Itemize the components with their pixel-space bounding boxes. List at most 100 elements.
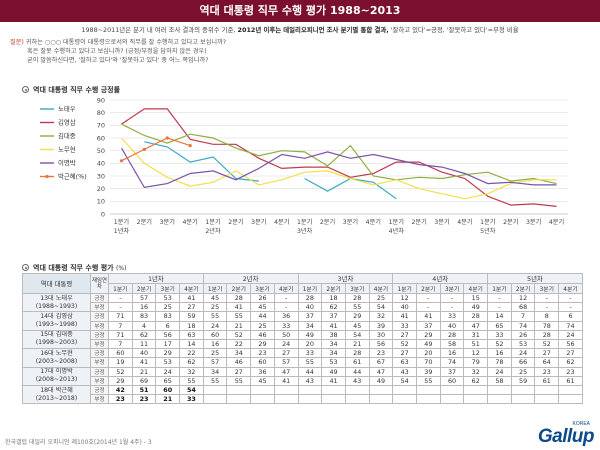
x-year-label: 4년차 <box>389 227 405 235</box>
negative-value: 62 <box>463 375 489 386</box>
positive-value: 22 <box>179 348 204 359</box>
table-row: 부정 7 11 17 14 16 22 29 24 20 34 21 56 52 49 58 51 52 53 52 5… <box>23 338 583 350</box>
positive-value: 51 <box>131 384 157 396</box>
president-cell: 16대 노무현 (2003~2008) <box>22 348 91 368</box>
header-quarter: 1분기 <box>108 283 133 294</box>
positive-value: 24 <box>510 348 536 359</box>
negative-value <box>226 394 252 405</box>
negative-value: 16 <box>202 338 228 350</box>
header-quarter: 3분기 <box>439 283 465 294</box>
negative-value: 53 <box>321 357 346 368</box>
positive-value: 36 <box>250 366 275 377</box>
negative-value: 52 <box>392 338 417 350</box>
positive-value: - <box>558 292 583 304</box>
president-term: (2003~2008) <box>35 357 78 365</box>
y-tick-label: 70 <box>97 122 105 130</box>
negative-value: 7 <box>108 338 133 350</box>
negative-value: 57 <box>202 357 228 368</box>
negative-value: 4 <box>131 320 157 331</box>
table-row: 18대 박근혜 (2013~2018) 긍정 42 51 60 54 <box>22 384 583 405</box>
positive-value <box>321 384 346 396</box>
series-line <box>121 108 557 207</box>
page-title: 역대 대통령 직무 수행 평가 1988~2013 <box>0 0 600 22</box>
negative-value: 58 <box>487 375 512 386</box>
negative-value: 11 <box>131 338 157 350</box>
positive-value: 34 <box>321 348 346 359</box>
negative-label: 부정 <box>90 302 109 313</box>
chart-section-title: 역대 대통령 직무 수행 긍정률 <box>22 85 120 95</box>
negative-value: 21 <box>155 394 181 405</box>
negative-value: 63 <box>392 357 417 368</box>
positive-value <box>439 384 465 396</box>
positive-value: 27 <box>392 348 417 359</box>
president-cell: 18대 박근혜 (2013~2018) <box>22 384 91 405</box>
negative-value <box>487 394 512 405</box>
positive-value: 54 <box>179 384 204 396</box>
positive-value: 16 <box>487 348 512 359</box>
negative-value: 41 <box>273 375 299 386</box>
positive-value: 33 <box>487 329 512 340</box>
header-year: 4년차 <box>392 273 489 284</box>
series-line <box>144 142 511 199</box>
negative-value: 65 <box>487 320 512 331</box>
x-tick-label: 4분기 <box>182 218 197 226</box>
table-row: 17대 이명박 (2008~2013) 긍정 52 21 24 32 34 27 36 47 44 49… <box>22 366 583 386</box>
negative-value: 53 <box>510 338 536 350</box>
positive-value: 23 <box>368 348 394 359</box>
negative-value: 34 <box>321 338 346 350</box>
positive-value: 24 <box>487 366 512 377</box>
legend-label: 김영삼 <box>58 118 76 127</box>
negative-value: 61 <box>558 375 583 386</box>
header-quarter: 1분기 <box>392 283 417 294</box>
positive-value: 47 <box>273 366 299 377</box>
positive-value: 28 <box>344 292 370 304</box>
positive-value <box>344 384 370 396</box>
negative-value: 6 <box>155 320 181 331</box>
negative-value: 60 <box>250 357 275 368</box>
negative-value: 33 <box>273 320 299 331</box>
president-name: 13대 노태우 <box>40 294 73 302</box>
legend-label: 이명박 <box>58 158 76 167</box>
negative-value: 54 <box>392 375 417 386</box>
president-cell: 13대 노태우 (1988~1993) <box>22 292 91 313</box>
positive-value: 60 <box>155 384 181 396</box>
negative-value: 61 <box>344 357 370 368</box>
positive-value: 54 <box>344 329 370 340</box>
negative-value: 34 <box>297 320 323 331</box>
positive-value: 28 <box>297 292 323 304</box>
positive-value: 29 <box>344 311 370 322</box>
positive-value: 29 <box>415 329 441 340</box>
negative-label: 부정 <box>90 375 109 386</box>
legend-label: 박근혜(%) <box>58 172 87 181</box>
header-quarter: 1분기 <box>202 283 228 294</box>
negative-value: 55 <box>344 302 370 313</box>
negative-label: 부정 <box>90 357 109 368</box>
positive-value: 50 <box>273 329 299 340</box>
positive-value: 37 <box>321 311 346 322</box>
x-tick-label: 1분기 <box>480 218 495 226</box>
positive-value: 55 <box>226 311 252 322</box>
positive-value: 32 <box>368 311 394 322</box>
positive-value: 6 <box>558 311 583 322</box>
positive-value: 8 <box>534 311 560 322</box>
negative-value: 41 <box>321 375 346 386</box>
positive-value: 27 <box>534 348 560 359</box>
positive-value: 16 <box>439 348 465 359</box>
positive-value: 53 <box>155 292 181 304</box>
positive-value: 25 <box>510 366 536 377</box>
negative-value <box>392 394 417 405</box>
series-line <box>121 137 557 200</box>
positive-label: 긍정 <box>90 329 109 340</box>
positive-value: 55 <box>202 311 228 322</box>
question-line2: 혹은 잘못 수행하고 있다고 보십니까? (긍정/부정을 답하지 않은 경우) <box>27 48 207 55</box>
negative-value: - <box>439 302 465 313</box>
approval-line-chart: 0 10 20 30 40 50 60 70 80 90 1분기 2분기 3분기 4분기 1분기 2분기 3분기… <box>40 96 568 235</box>
negative-value: 49 <box>368 375 394 386</box>
negative-value: 27 <box>179 302 204 313</box>
negative-value: 78 <box>534 320 560 331</box>
negative-value: 19 <box>108 357 133 368</box>
negative-value <box>439 394 465 405</box>
y-tick-label: 10 <box>97 198 105 206</box>
positive-value: 38 <box>321 329 346 340</box>
positive-label: 긍정 <box>90 311 109 322</box>
